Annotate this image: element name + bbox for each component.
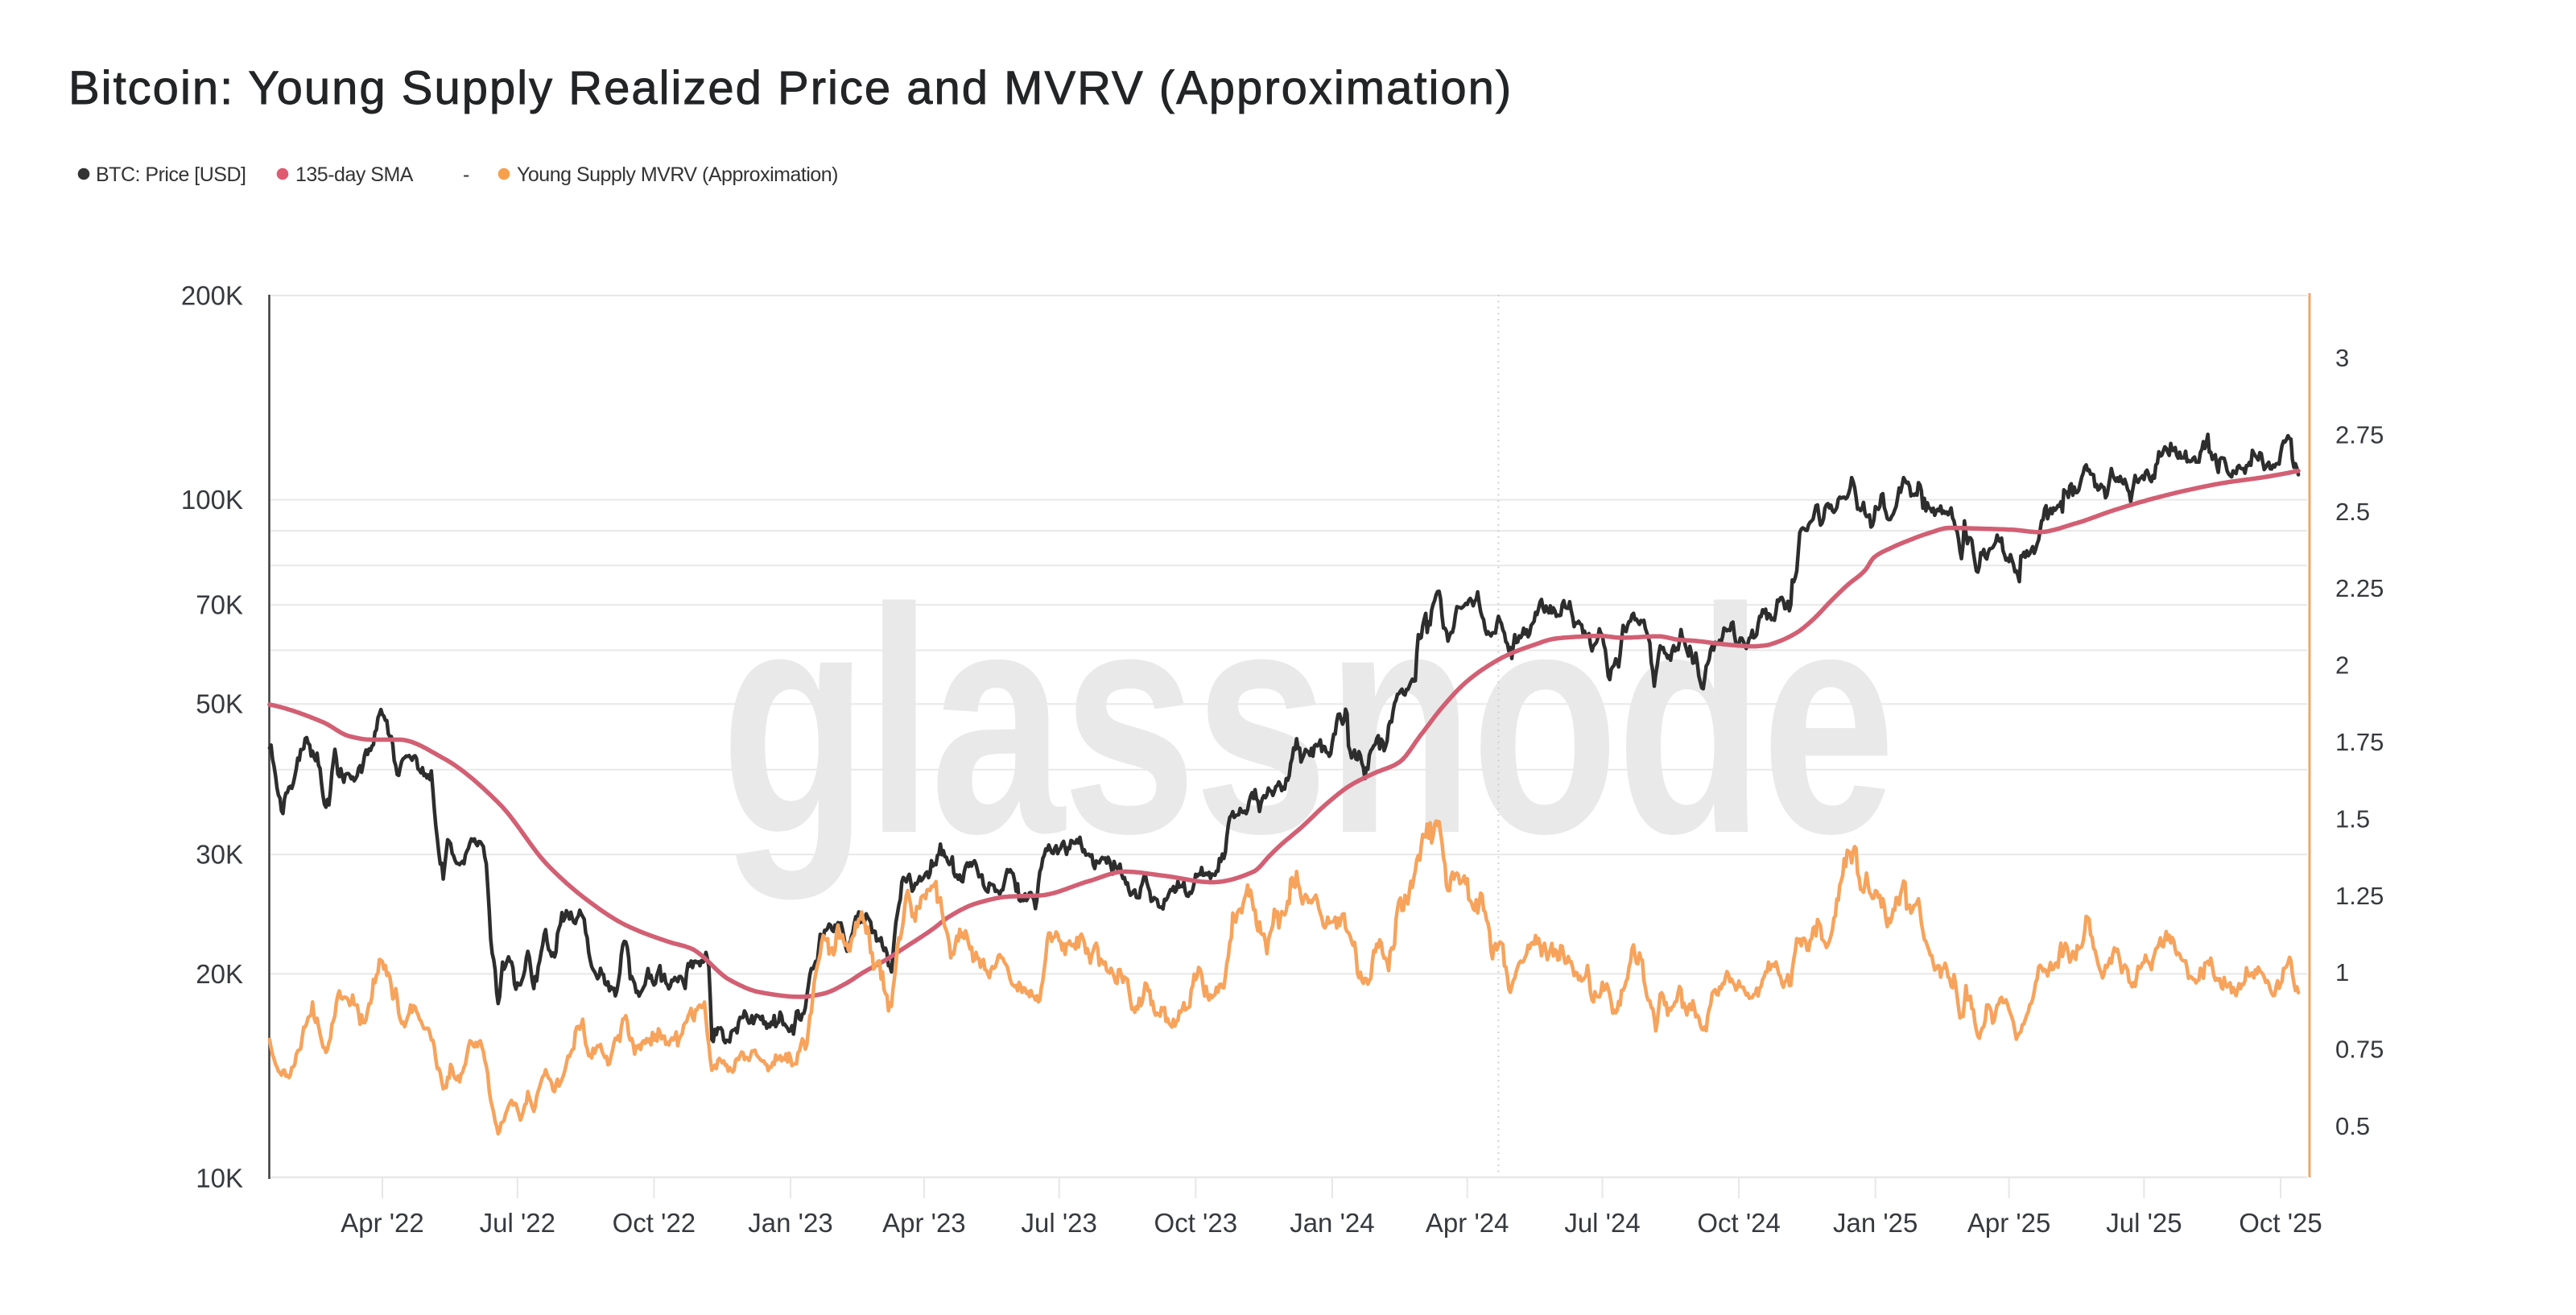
svg-text:-: - (463, 163, 469, 186)
svg-text:30K: 30K (196, 840, 243, 870)
svg-text:glassnode: glassnode (720, 542, 1893, 902)
svg-text:50K: 50K (196, 689, 243, 719)
svg-text:Oct '25: Oct '25 (2239, 1208, 2322, 1238)
svg-text:Oct '24: Oct '24 (1697, 1208, 1781, 1238)
svg-text:10K: 10K (196, 1164, 243, 1193)
svg-text:2: 2 (2335, 651, 2349, 680)
svg-text:Jul '23: Jul '23 (1022, 1208, 1097, 1238)
svg-text:Jan '24: Jan '24 (1290, 1208, 1374, 1238)
svg-text:2.25: 2.25 (2335, 574, 2384, 602)
svg-text:135-day SMA: 135-day SMA (295, 163, 414, 186)
svg-text:Jul '25: Jul '25 (2106, 1208, 2182, 1238)
svg-text:20K: 20K (196, 959, 243, 989)
svg-text:200K: 200K (181, 281, 243, 311)
svg-text:0.75: 0.75 (2335, 1036, 2384, 1064)
svg-text:Apr '23: Apr '23 (882, 1208, 966, 1238)
svg-text:Oct '22: Oct '22 (613, 1208, 696, 1238)
svg-text:Jul '24: Jul '24 (1564, 1208, 1640, 1238)
svg-text:BTC: Price [USD]: BTC: Price [USD] (96, 163, 246, 186)
svg-text:Young Supply MVRV (Approximati: Young Supply MVRV (Approximation) (517, 163, 838, 186)
svg-text:70K: 70K (196, 590, 243, 620)
svg-text:1.75: 1.75 (2335, 728, 2384, 756)
svg-text:Jan '25: Jan '25 (1833, 1208, 1918, 1238)
svg-text:1: 1 (2335, 958, 2349, 986)
svg-text:Apr '22: Apr '22 (341, 1208, 424, 1238)
svg-text:Oct '23: Oct '23 (1154, 1208, 1238, 1238)
svg-text:Apr '24: Apr '24 (1426, 1208, 1509, 1238)
svg-text:2.75: 2.75 (2335, 420, 2384, 449)
svg-text:Jul '22: Jul '22 (480, 1208, 555, 1238)
svg-text:Jan '23: Jan '23 (748, 1208, 832, 1238)
svg-text:3: 3 (2335, 344, 2349, 372)
svg-text:1.25: 1.25 (2335, 882, 2384, 910)
svg-text:0.5: 0.5 (2335, 1112, 2370, 1140)
svg-text:Bitcoin: Young Supply Realized: Bitcoin: Young Supply Realized Price and… (68, 62, 1513, 114)
svg-text:1.5: 1.5 (2335, 804, 2370, 833)
svg-text:Apr '25: Apr '25 (1967, 1208, 2051, 1238)
svg-text:2.5: 2.5 (2335, 498, 2370, 526)
svg-text:100K: 100K (181, 485, 243, 515)
